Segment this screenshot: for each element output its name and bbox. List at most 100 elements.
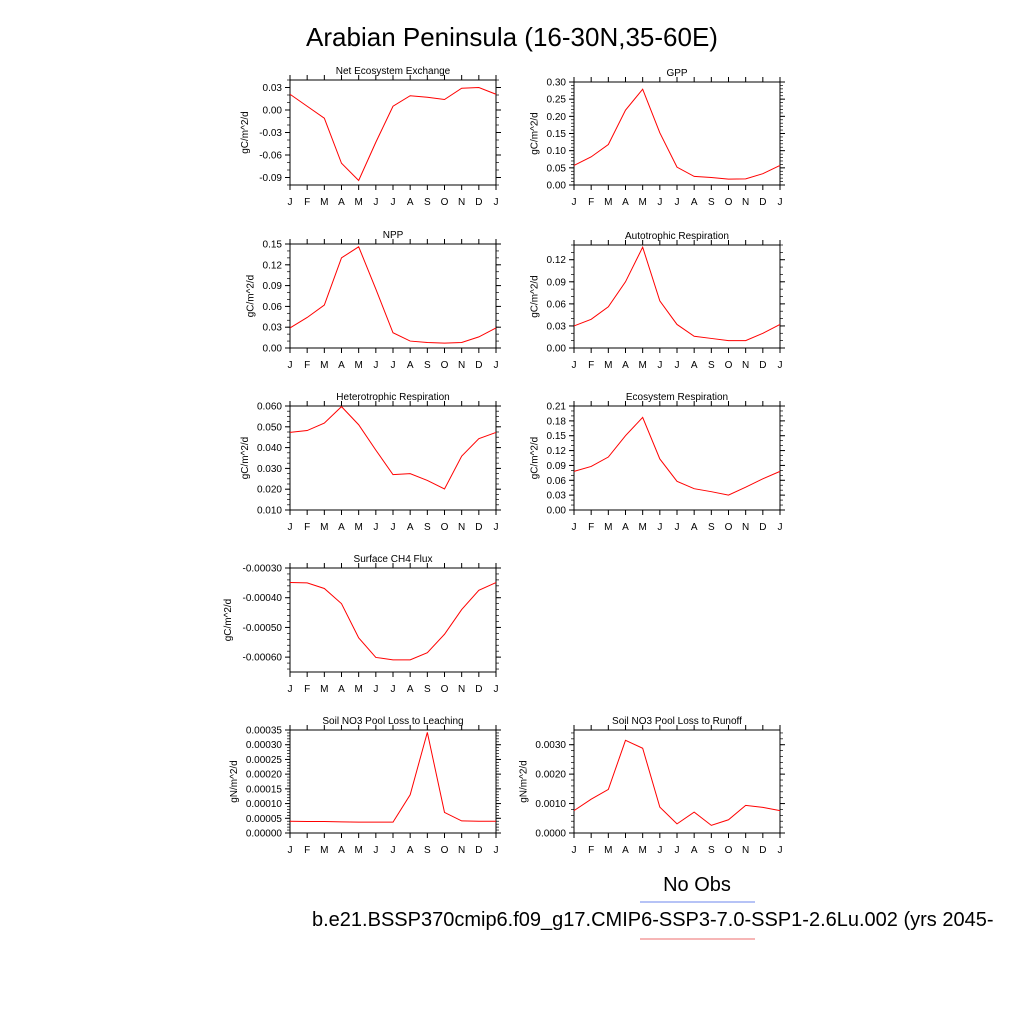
data-point [659, 458, 660, 459]
legend: No Obs b.e21.BSSP370cmip6.f09_g17.CMIP6-… [312, 874, 994, 940]
x-tick-label: J [657, 845, 662, 856]
data-point [676, 167, 677, 168]
data-point [495, 94, 496, 95]
data-point [779, 324, 780, 325]
x-tick-label: J [657, 522, 662, 533]
y-axis-label: gN/m^2/d [518, 760, 529, 803]
data-point [341, 163, 342, 164]
data-point [358, 180, 359, 181]
x-tick-label: M [354, 522, 362, 533]
data-point [728, 819, 729, 820]
y-axis-label: gC/m^2/d [530, 275, 541, 318]
y-tick-label: 0.00 [547, 181, 567, 192]
panel-net-ecosystem-exchange: Net Ecosystem Exchange 0.03 0.00 -0.03 -0.06… [240, 66, 501, 208]
data-point [745, 805, 746, 806]
x-tick-label: S [424, 522, 431, 533]
x-tick-label: A [622, 845, 629, 856]
plot-frame [289, 729, 497, 834]
x-tick-label: J [391, 197, 396, 208]
y-tick-label: -0.00040 [243, 593, 283, 604]
x-tick-label: A [338, 522, 345, 533]
x-tick-label: O [441, 360, 449, 371]
x-tick-label: O [725, 522, 733, 533]
data-point [324, 118, 325, 119]
data-point [461, 820, 462, 821]
data-point [341, 257, 342, 258]
y-tick-label: 0.060 [257, 402, 282, 413]
panel-autotrophic-respiration: Autotrophic Respiration 0.12 0.09 0.06 0.03 0… [530, 231, 785, 371]
data-point [694, 488, 695, 489]
y-tick-label: 0.0000 [535, 829, 566, 840]
data-point [608, 144, 609, 145]
data-point [375, 449, 376, 450]
x-tick-label: J [288, 845, 293, 856]
x-tick-label: J [494, 197, 499, 208]
y-axis-label: gC/m^2/d [530, 437, 541, 480]
x-tick-label: J [373, 845, 378, 856]
x-tick-label: O [441, 522, 449, 533]
y-tick-label: 0.00 [263, 344, 283, 355]
data-point [427, 342, 428, 343]
y-tick-label: 0.30 [547, 78, 567, 89]
y-tick-label: 0.050 [257, 422, 282, 433]
x-tick-label: N [742, 845, 749, 856]
data-point [694, 812, 695, 813]
data-point [676, 324, 677, 325]
data-point [289, 327, 290, 328]
y-tick-label: 0.15 [547, 431, 567, 442]
x-tick-label: A [691, 522, 698, 533]
data-point [324, 422, 325, 423]
y-tick-label: 0.15 [263, 240, 283, 251]
data-point [659, 132, 660, 133]
series-line [573, 416, 781, 496]
x-tick-label: J [572, 522, 577, 533]
y-tick-label: 0.21 [547, 402, 567, 413]
x-tick-label: D [475, 522, 482, 533]
panel-heterotrophic-respiration: Heterotrophic Respiration 0.060 0.050 0.040… [240, 392, 501, 533]
series-line [289, 732, 496, 823]
data-point [642, 89, 643, 90]
data-point [392, 106, 393, 107]
data-point [324, 821, 325, 822]
data-point [591, 319, 592, 320]
data-point [375, 142, 376, 143]
data-point [478, 336, 479, 337]
data-point [307, 106, 308, 107]
x-tick-label: J [391, 684, 396, 695]
y-tick-label: 0.010 [257, 506, 282, 517]
x-tick-label: O [441, 684, 449, 695]
data-point [324, 588, 325, 589]
data-point [307, 430, 308, 431]
x-tick-label: A [338, 360, 345, 371]
data-point [461, 342, 462, 343]
plot-frame [573, 729, 781, 834]
data-point [307, 317, 308, 318]
x-tick-label: F [304, 197, 310, 208]
y-tick-label: 0.06 [547, 299, 567, 310]
y-tick-label: 0.06 [547, 476, 567, 487]
panel-title: Autotrophic Respiration [625, 231, 729, 242]
panel-soil-no3-pool-loss-to-runoff: Soil NO3 Pool Loss to Runoff 0.0030 0.0020… [518, 716, 785, 856]
x-tick-label: M [638, 522, 646, 533]
data-point [591, 466, 592, 467]
x-tick-label: J [494, 360, 499, 371]
data-point [461, 88, 462, 89]
data-point [392, 659, 393, 660]
panel-title: Net Ecosystem Exchange [336, 66, 451, 77]
series-line [289, 582, 497, 661]
plot-frame [573, 244, 781, 349]
x-tick-label: M [354, 360, 362, 371]
x-tick-label: J [288, 522, 293, 533]
data-point [289, 582, 290, 583]
data-point [779, 471, 780, 472]
data-point [762, 478, 763, 479]
x-tick-label: A [407, 522, 414, 533]
plot-frame [289, 79, 497, 186]
x-tick-label: J [675, 522, 680, 533]
x-tick-label: N [458, 684, 465, 695]
x-tick-label: J [657, 360, 662, 371]
x-tick-label: O [441, 197, 449, 208]
x-tick-label: D [759, 360, 766, 371]
data-point [573, 471, 574, 472]
